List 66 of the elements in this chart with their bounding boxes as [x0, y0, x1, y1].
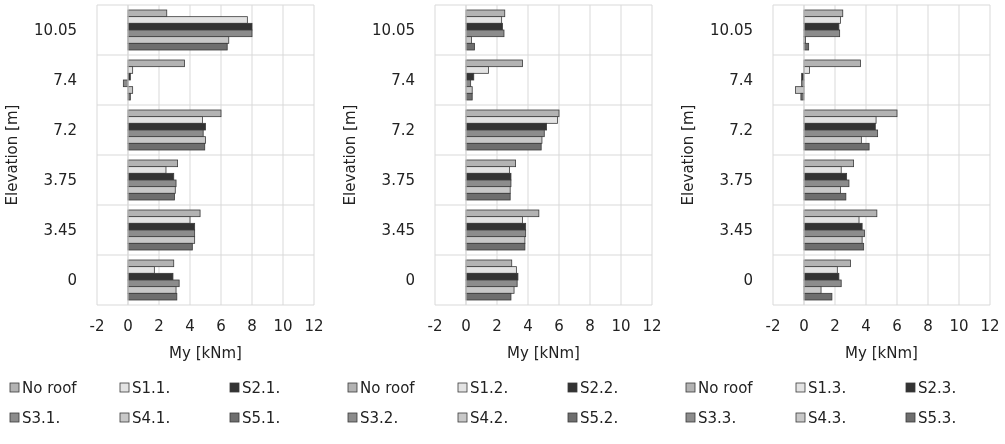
x-tick-label: 2	[830, 317, 840, 335]
legend-label: S4.3.	[808, 409, 847, 427]
y-tick-label: 7.4	[729, 71, 753, 90]
x-tick-label: 12	[642, 317, 662, 335]
legend-label: S2.1.	[242, 379, 281, 397]
x-tick-label: 8	[247, 317, 257, 335]
legend-label: S5.2.	[580, 409, 619, 427]
legend-label: S4.1.	[132, 409, 171, 427]
legend-label: S2.2.	[580, 379, 619, 397]
y-tick-label: 3.45	[43, 221, 77, 240]
legend-label: S3.3.	[698, 409, 737, 427]
x-tick-label: 12	[304, 317, 324, 335]
legend-label: S3.2.	[360, 409, 399, 427]
x-tick-label: 6	[216, 317, 226, 335]
y-tick-label: 7.2	[391, 121, 415, 140]
x-tick-label: 12	[980, 317, 1000, 335]
x-tick-label: 6	[554, 317, 564, 335]
x-tick-label: 8	[585, 317, 595, 335]
y-axis-title: Elevation [m]	[679, 104, 697, 206]
legend-label: S1.3.	[808, 379, 847, 397]
x-tick-label: 8	[923, 317, 933, 335]
y-tick-label: 7.4	[391, 71, 415, 90]
y-tick-label: 10.05	[710, 21, 753, 40]
legend-label: S1.1.	[132, 379, 171, 397]
x-tick-label: 4	[861, 317, 871, 335]
y-tick-label: 7.2	[729, 121, 753, 140]
y-tick-label: 7.4	[53, 71, 77, 90]
x-tick-label: 10	[949, 317, 969, 335]
y-tick-label: 0	[405, 271, 415, 290]
x-axis-title: My [kNm]	[507, 344, 580, 362]
legend-label: No roof	[22, 379, 78, 397]
x-tick-label: 0	[461, 317, 471, 335]
y-tick-label: 10.05	[372, 21, 415, 40]
x-axis-title: My [kNm]	[169, 344, 242, 362]
y-tick-label: 0	[743, 271, 753, 290]
x-tick-label: 2	[154, 317, 164, 335]
legend-label: S5.1.	[242, 409, 281, 427]
legend-label: No roof	[698, 379, 754, 397]
x-tick-label: 10	[273, 317, 293, 335]
x-tick-label: 4	[185, 317, 195, 335]
x-tick-label: -2	[89, 317, 105, 335]
legend-label: S2.3.	[918, 379, 957, 397]
x-tick-label: 0	[123, 317, 133, 335]
x-axis-title: My [kNm]	[845, 344, 918, 362]
x-tick-label: 6	[892, 317, 902, 335]
y-tick-label: 0	[67, 271, 77, 290]
legend-label: S1.2.	[470, 379, 509, 397]
y-axis-title: Elevation [m]	[3, 104, 21, 206]
y-tick-label: 3.75	[719, 171, 753, 190]
legend-label: S3.1.	[22, 409, 61, 427]
legend-label: S4.2.	[470, 409, 509, 427]
x-tick-label: -2	[765, 317, 781, 335]
y-tick-label: 3.45	[719, 221, 753, 240]
legend-label: No roof	[360, 379, 416, 397]
y-axis-title: Elevation [m]	[341, 104, 359, 206]
x-tick-label: 0	[799, 317, 809, 335]
x-tick-label: 10	[611, 317, 631, 335]
y-tick-label: 3.45	[381, 221, 415, 240]
x-tick-label: 2	[492, 317, 502, 335]
y-tick-label: 3.75	[43, 171, 77, 190]
y-tick-label: 7.2	[53, 121, 77, 140]
y-tick-label: 3.75	[381, 171, 415, 190]
x-tick-label: 4	[523, 317, 533, 335]
legend-label: S5.3.	[918, 409, 957, 427]
x-tick-label: -2	[427, 317, 443, 335]
y-tick-label: 10.05	[34, 21, 77, 40]
